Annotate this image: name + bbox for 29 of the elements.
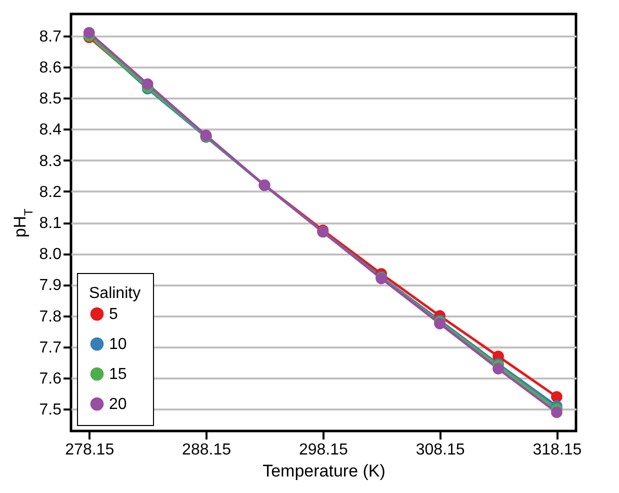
legend-title: Salinity (89, 285, 141, 302)
y-tick-label: 8.2 (39, 184, 62, 201)
x-tick-label: 278.15 (65, 442, 114, 458)
point (83, 26, 95, 38)
point (551, 406, 562, 418)
y-tick-label: 7.7 (39, 339, 62, 356)
legend-label: 15 (109, 366, 127, 383)
y-tick-label: 7.9 (39, 277, 62, 294)
x-tick-label: 288.15 (182, 442, 232, 458)
point (551, 391, 562, 402)
point (142, 78, 154, 90)
y-tick-label: 8.4 (39, 122, 62, 139)
y-tick-label: 7.5 (39, 402, 62, 419)
y-tick-label: 8.6 (39, 59, 62, 76)
x-tick-label: 298.15 (298, 442, 348, 458)
y-tick-label: 7.8 (39, 308, 62, 326)
y-tick-label: 8.3 (39, 152, 62, 170)
x-tick-label: 318.15 (532, 442, 582, 458)
y-tick-label: 8.1 (39, 215, 62, 232)
y-tick-label: 8.7 (39, 28, 62, 46)
x-tick-label: 308.15 (416, 442, 465, 458)
legend-label: 10 (109, 336, 127, 353)
legend-label: 5 (109, 306, 118, 323)
legend-label: 20 (109, 396, 127, 413)
y-tick-label: 7.6 (39, 370, 62, 388)
y-tick-label: 8.0 (39, 246, 62, 264)
x-axis-title: Temperature (K) (262, 462, 386, 480)
point (492, 363, 504, 374)
y-tick-label: 8.5 (39, 90, 62, 108)
